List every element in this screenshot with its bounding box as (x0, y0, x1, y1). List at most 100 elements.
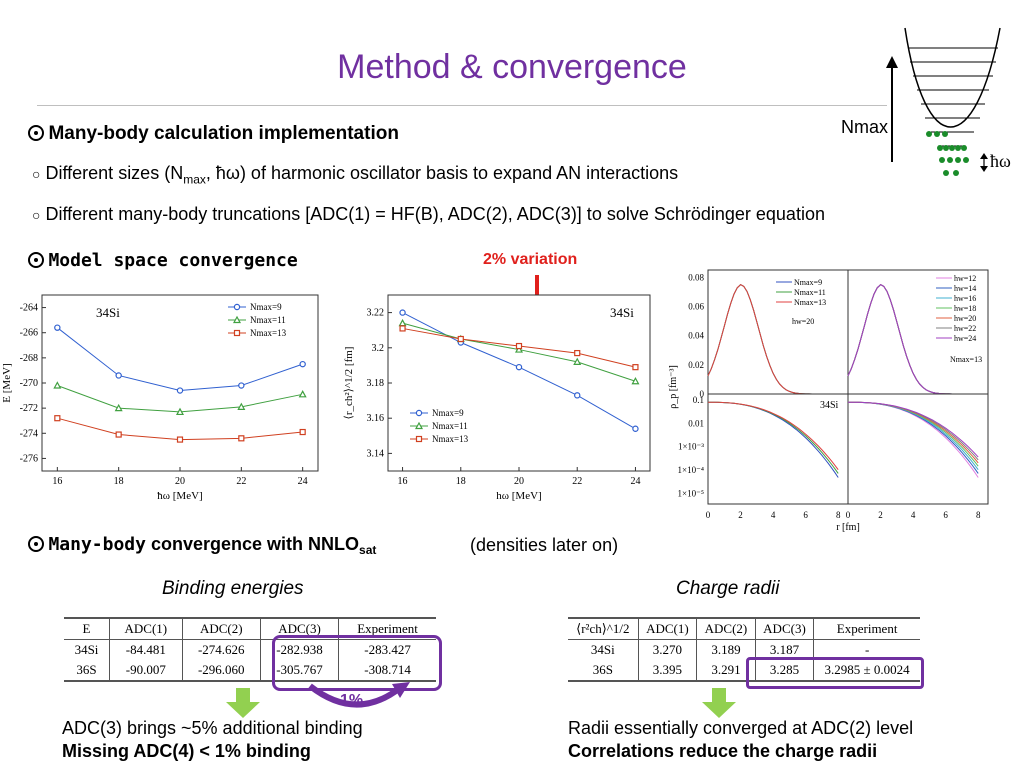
legend-label: Nmax=11 (794, 288, 826, 297)
y-tick-label: 1×10⁻⁵ (678, 488, 704, 498)
legend-label: Nmax=13 (250, 328, 287, 338)
density-panel (707, 269, 849, 395)
section2-heading-text: Model space convergence (48, 250, 298, 271)
data-point (631, 376, 640, 385)
legend-marker (415, 409, 423, 417)
table-cell: 3.187 (754, 639, 814, 660)
binding-label: Binding energies (162, 578, 304, 599)
data-point (299, 428, 306, 436)
variation-label: 2% variation (483, 251, 578, 268)
nucleus-label: 34Si (820, 400, 839, 411)
legend-label: hw=12 (954, 274, 976, 283)
x-axis-label: ħω [MeV] (157, 490, 202, 502)
table-header-cell: E (64, 619, 110, 640)
density-panel (707, 393, 849, 505)
nucleus-label: 34Si (96, 305, 120, 320)
y-tick-label: 0.02 (688, 360, 704, 370)
bullet-circle-icon (28, 125, 44, 141)
legend-label: hw=24 (954, 334, 976, 343)
x-tick-label: 16 (52, 476, 62, 487)
y-tick-label: -272 (20, 403, 38, 414)
table-cell: -296.060 (181, 660, 261, 680)
x-tick-label: 4 (771, 510, 776, 520)
adc3-highlight-box (272, 635, 442, 691)
table-cell: -274.626 (181, 639, 261, 660)
data-point (573, 357, 582, 365)
radii-table-grid: ⟨r²ch⟩^1/2 ADC(1) ADC(2) ADC(3) Experiment 34… (568, 619, 920, 680)
y-tick-label: 0.08 (688, 272, 704, 282)
table-cell: - (813, 639, 920, 660)
x-tick-label: 0 (706, 510, 711, 520)
table-header-cell: ADC(1) (109, 619, 183, 640)
y-tick-label: 0.01 (688, 418, 704, 428)
radius-chart-svg: 16 18 20 22 24 3.22 3.2 3.18 3.16 3.14 hω [MeV] ⟨r_… (343, 294, 651, 502)
y-tick-label: 3.22 (367, 308, 385, 319)
x-tick-label: 22 (572, 476, 582, 487)
table-cell: -84.481 (109, 639, 183, 660)
legend-marker (415, 435, 423, 443)
y-tick-label: 1×10⁻⁴ (678, 465, 704, 475)
legend-label: Nmax=9 (432, 408, 464, 418)
y-tick-label: 0.06 (688, 301, 704, 311)
table-cell: 36S (76, 662, 97, 677)
table-cell: -90.007 (109, 660, 183, 680)
legend-label: hw=20 (954, 314, 976, 323)
y-tick-label: -264 (20, 303, 38, 314)
section1-item2: ○ Different many-body truncations [ADC(1… (32, 204, 825, 225)
energy-chart-svg: 16 18 20 22 24 -264 -266 -268 -270 -272 -274 -276 ħω… (1, 294, 319, 502)
down-arrow-icon (226, 688, 260, 718)
table-cell: 3.2985 ± 0.0024 (813, 660, 920, 680)
ho-diagram (880, 10, 1024, 190)
data-point (515, 342, 523, 350)
green-arrow-left (226, 688, 260, 723)
x-axis-label: r [fm] (836, 522, 860, 533)
x-tick-label: 20 (175, 476, 185, 487)
table-header-cell: ADC(2) (696, 619, 756, 640)
x-tick-label: 16 (398, 476, 408, 487)
legend-label: Nmax=9 (794, 278, 822, 287)
table-header-cell: ADC(3) (754, 619, 814, 640)
table-cell: 3.291 (696, 660, 756, 680)
x-tick-label: 8 (836, 510, 841, 520)
table-cell: 34Si (74, 642, 99, 657)
hw-label: ħω (990, 151, 1011, 171)
legend-label: Nmax=11 (250, 315, 286, 325)
data-point (54, 324, 61, 331)
title-divider (37, 105, 887, 106)
table-cell: -308.714 (338, 660, 436, 680)
binding-table-grid: E ADC(1) ADC(2) ADC(3) Experiment 34Si -84.481… (64, 619, 436, 680)
table-header-row: ⟨r²ch⟩^1/2 ADC(1) ADC(2) ADC(3) Experiment (568, 619, 920, 640)
section1-heading-text: Many-body calculation implementation (48, 123, 399, 144)
data-point (632, 425, 639, 432)
y-tick-label: 0.04 (688, 331, 704, 341)
y-axis-label: E [MeV] (1, 363, 13, 402)
curved-arrow-icon (308, 682, 410, 708)
radii-table: ⟨r²ch⟩^1/2 ADC(1) ADC(2) ADC(3) Experiment 34… (568, 617, 920, 682)
data-point (457, 335, 464, 343)
data-point (574, 392, 581, 399)
y-tick-label: 0.1 (693, 395, 704, 405)
legend-note: hw=20 (792, 317, 814, 326)
conclusions-right: Radii essentially converged at ADC(2) le… (568, 717, 913, 763)
legend-marker (414, 421, 424, 430)
percent-label: 1% (340, 692, 364, 709)
x-tick-label: 2 (738, 510, 743, 520)
legend-label: Nmax=13 (432, 434, 469, 444)
table-header-cell: ⟨r²ch⟩^1/2 (568, 619, 639, 640)
nucleus-label: 34Si (610, 305, 634, 320)
data-point (54, 415, 61, 422)
bullet-circle-icon (28, 252, 44, 268)
data-point (399, 325, 406, 332)
table-cell: 3.285 (754, 660, 814, 680)
legend-label: hw=18 (954, 304, 976, 313)
table-row: 36S 3.395 3.291 3.285 3.2985 ± 0.0024 (568, 660, 920, 680)
y-tick-label: -266 (20, 328, 38, 339)
conclusion-right-2: Correlations reduce the charge radii (568, 741, 878, 761)
data-point (514, 345, 524, 353)
legend-label: hw=22 (954, 324, 976, 333)
data-point (399, 309, 406, 316)
section3-heading: Many-body convergence with NNLOsat (28, 534, 376, 557)
x-tick-label: 6 (803, 510, 808, 520)
density-curve (848, 401, 979, 458)
table-row: 34Si -84.481 -274.626 -282.938 -283.427 (64, 639, 436, 660)
